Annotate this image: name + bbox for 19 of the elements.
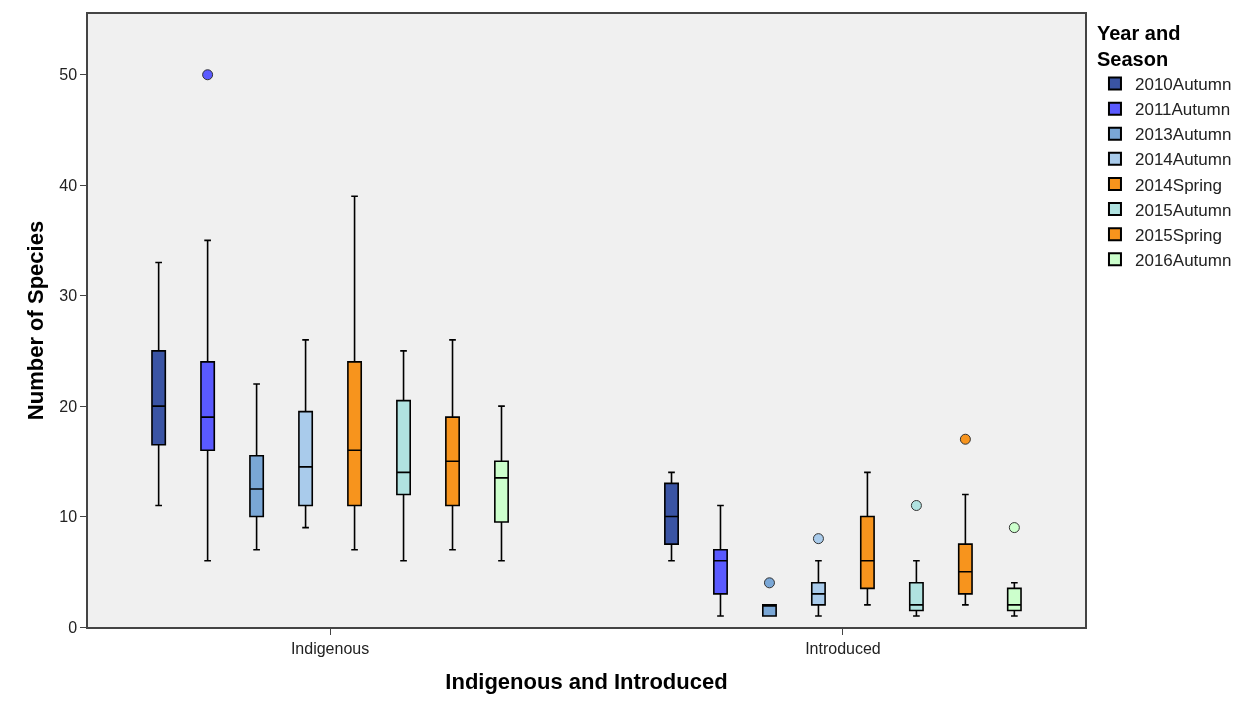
- legend-label: 2016Autumn: [1134, 250, 1232, 270]
- y-tick-label: 20: [59, 397, 78, 415]
- legend-label: 2014Autumn: [1134, 150, 1232, 170]
- x-tick-label: Introduced: [805, 639, 881, 657]
- y-tick-label: 0: [68, 618, 78, 636]
- y-axis-title: Number of Species: [22, 220, 48, 421]
- y-tick-label: 30: [59, 287, 78, 305]
- y-tick-label: 10: [59, 508, 78, 526]
- x-axis-title: Indigenous and Introduced: [445, 669, 728, 695]
- legend-label: 2013Autumn: [1134, 125, 1232, 145]
- legend-label: 2011Autumn: [1134, 100, 1231, 120]
- legend-label: 2015Autumn: [1134, 200, 1232, 220]
- legend-label: 2015Spring: [1134, 225, 1222, 245]
- legend-label: 2014Spring: [1134, 175, 1222, 195]
- legend-label: 2010Autumn: [1134, 75, 1232, 95]
- x-tick-label: Indigenous: [290, 639, 370, 657]
- legend-title: Year and Season: [1096, 22, 1181, 70]
- y-tick-label: 40: [59, 176, 78, 194]
- y-tick-label: 50: [59, 66, 78, 84]
